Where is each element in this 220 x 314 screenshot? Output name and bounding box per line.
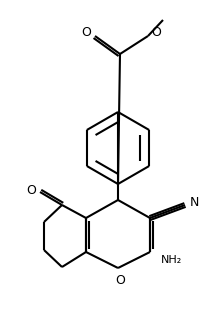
Text: NH₂: NH₂ <box>161 255 183 265</box>
Text: O: O <box>26 183 36 197</box>
Text: O: O <box>151 26 161 40</box>
Text: N: N <box>189 196 199 208</box>
Text: O: O <box>115 273 125 286</box>
Text: O: O <box>81 26 91 40</box>
